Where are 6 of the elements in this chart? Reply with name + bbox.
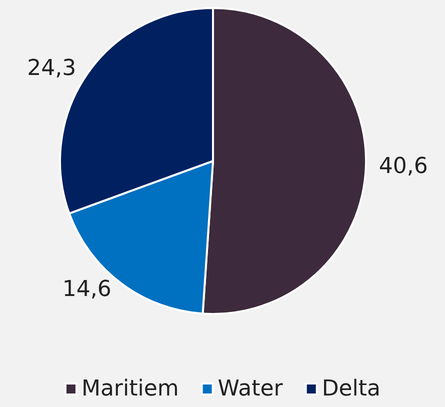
legend-label: Delta [322, 376, 381, 402]
data-label: 24,3 [27, 56, 76, 82]
data-label: 14,6 [62, 277, 112, 302]
legend-label: Maritiem [81, 376, 179, 402]
data-label: 40,6 [378, 154, 428, 179]
legend-label: Water [218, 376, 284, 402]
